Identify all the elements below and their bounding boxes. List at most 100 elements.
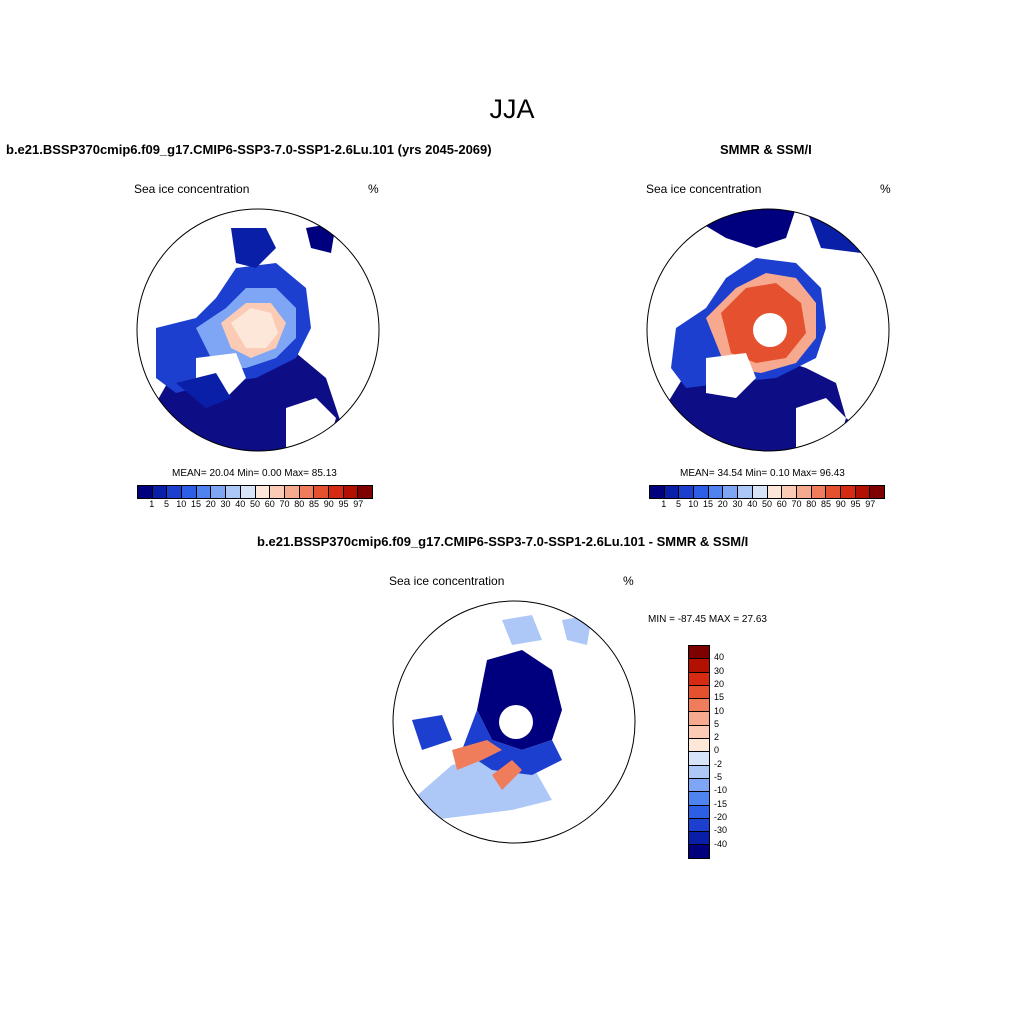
diff-colorbar-swatch-0 bbox=[689, 844, 709, 858]
obs-colorbar-tick-label: 90 bbox=[835, 499, 846, 509]
diff-colorbar-tick-label: 30 bbox=[714, 665, 725, 676]
diff-colorbar-tick-label: 2 bbox=[714, 732, 720, 743]
diff-colorbar-swatch-8 bbox=[689, 738, 709, 752]
model-colorbar-tick-label: 60 bbox=[264, 499, 275, 509]
model-colorbar-tick-label: 80 bbox=[294, 499, 305, 509]
model-polar-map bbox=[136, 208, 380, 452]
model-colorbar bbox=[137, 485, 373, 499]
diff-panel-title: b.e21.BSSP370cmip6.f09_g17.CMIP6-SSP3-7.… bbox=[257, 534, 749, 549]
model-colorbar-tick-label: 50 bbox=[249, 499, 261, 509]
model-colorbar-tick-label: 5 bbox=[163, 499, 170, 509]
obs-colorbar-swatch-8 bbox=[767, 486, 783, 498]
diff-variable-label: Sea ice concentration bbox=[389, 574, 505, 588]
diff-colorbar-tick-label: 20 bbox=[714, 678, 725, 689]
obs-units-label: % bbox=[880, 182, 891, 196]
diff-colorbar-swatch-15 bbox=[689, 646, 709, 659]
obs-colorbar-swatch-1 bbox=[664, 486, 680, 498]
obs-colorbar-swatch-3 bbox=[694, 486, 709, 498]
diff-colorbar-tick-label: 10 bbox=[714, 705, 725, 716]
diff-colorbar-tick-label: 15 bbox=[714, 692, 725, 703]
diff-colorbar-tick-label: 40 bbox=[714, 652, 725, 663]
model-colorbar-swatch-5 bbox=[211, 486, 227, 498]
model-colorbar-swatch-3 bbox=[182, 486, 197, 498]
model-colorbar-swatch-9 bbox=[270, 486, 285, 498]
diff-colorbar-tick-label: 5 bbox=[714, 718, 720, 729]
model-colorbar-tick-label: 15 bbox=[190, 499, 202, 509]
obs-colorbar-swatch-6 bbox=[738, 486, 753, 498]
obs-colorbar-swatch-13 bbox=[840, 486, 856, 498]
obs-colorbar-swatch-5 bbox=[723, 486, 739, 498]
diff-stats: MIN = -87.45 MAX = 27.63 bbox=[648, 614, 767, 625]
obs-colorbar-tick-label: 5 bbox=[675, 499, 682, 509]
diff-colorbar-tick-label: -30 bbox=[714, 825, 728, 836]
diff-colorbar-tick-label: -2 bbox=[714, 758, 723, 769]
obs-colorbar bbox=[649, 485, 885, 499]
obs-colorbar-tick-label: 97 bbox=[865, 499, 876, 509]
diff-colorbar bbox=[688, 645, 710, 859]
obs-colorbar-swatch-7 bbox=[752, 486, 768, 498]
diff-polar-map bbox=[392, 600, 636, 844]
obs-colorbar-swatch-10 bbox=[796, 486, 812, 498]
model-stats: MEAN= 20.04 Min= 0.00 Max= 85.13 bbox=[172, 468, 337, 479]
obs-colorbar-tick-label: 85 bbox=[820, 499, 832, 509]
model-colorbar-swatch-4 bbox=[196, 486, 212, 498]
diff-colorbar-swatch-1 bbox=[689, 831, 709, 845]
obs-panel-title: SMMR & SSM/I bbox=[720, 142, 812, 157]
obs-colorbar-swatch-9 bbox=[782, 486, 797, 498]
diff-colorbar-tick-label: -20 bbox=[714, 811, 728, 822]
obs-colorbar-swatch-4 bbox=[708, 486, 724, 498]
model-colorbar-swatch-2 bbox=[167, 486, 183, 498]
diff-colorbar-swatch-2 bbox=[689, 817, 709, 832]
model-colorbar-swatch-1 bbox=[152, 486, 168, 498]
model-colorbar-swatch-13 bbox=[328, 486, 344, 498]
diff-colorbar-swatch-14 bbox=[689, 658, 709, 672]
model-colorbar-tick-label: 90 bbox=[323, 499, 334, 509]
obs-colorbar-swatch-12 bbox=[826, 486, 841, 498]
obs-colorbar-swatch-11 bbox=[811, 486, 827, 498]
model-colorbar-tick-label: 40 bbox=[235, 499, 246, 509]
obs-colorbar-swatch-0 bbox=[650, 486, 665, 498]
obs-colorbar-tick-label: 40 bbox=[747, 499, 758, 509]
obs-colorbar-swatch-14 bbox=[855, 486, 871, 498]
model-colorbar-swatch-10 bbox=[284, 486, 300, 498]
diff-colorbar-swatch-6 bbox=[689, 764, 709, 778]
model-colorbar-tick-label: 97 bbox=[353, 499, 364, 509]
model-units-label: % bbox=[368, 182, 379, 196]
obs-colorbar-ticks: 1 5 10 15 20 30 40 50 60 70 80 85 90 95 97 bbox=[649, 499, 885, 511]
obs-colorbar-tick-label: 10 bbox=[688, 499, 699, 509]
diff-colorbar-tick-label: -15 bbox=[714, 798, 728, 809]
obs-colorbar-tick-label: 60 bbox=[776, 499, 787, 509]
diff-colorbar-swatch-3 bbox=[689, 804, 709, 818]
model-colorbar-tick-label: 20 bbox=[205, 499, 216, 509]
diff-colorbar-ticks: 40 30 20 15 10 5 2 0 -2 -5 -10 -15 -20 -30 -40 bbox=[714, 645, 754, 848]
diff-colorbar-swatch-5 bbox=[689, 777, 709, 792]
diff-colorbar-swatch-4 bbox=[689, 791, 709, 805]
model-colorbar-swatch-14 bbox=[343, 486, 359, 498]
diff-colorbar-swatch-7 bbox=[689, 751, 709, 765]
model-colorbar-tick-label: 95 bbox=[338, 499, 349, 509]
obs-colorbar-tick-label: 70 bbox=[791, 499, 802, 509]
model-colorbar-swatch-15 bbox=[358, 486, 372, 498]
diff-colorbar-swatch-11 bbox=[689, 698, 709, 712]
diff-colorbar-tick-label: -40 bbox=[714, 838, 728, 849]
model-panel-title: b.e21.BSSP370cmip6.f09_g17.CMIP6-SSP3-7.… bbox=[6, 142, 492, 157]
model-colorbar-tick-label: 30 bbox=[220, 499, 231, 509]
diff-units-label: % bbox=[623, 574, 634, 588]
model-colorbar-swatch-12 bbox=[314, 486, 329, 498]
obs-colorbar-tick-label: 95 bbox=[850, 499, 861, 509]
model-colorbar-swatch-11 bbox=[299, 486, 315, 498]
diff-colorbar-tick-label: -10 bbox=[714, 785, 728, 796]
obs-variable-label: Sea ice concentration bbox=[646, 182, 762, 196]
model-variable-label: Sea ice concentration bbox=[134, 182, 250, 196]
model-colorbar-tick-label: 70 bbox=[279, 499, 290, 509]
model-colorbar-swatch-7 bbox=[240, 486, 256, 498]
obs-colorbar-tick-label: 80 bbox=[806, 499, 817, 509]
model-colorbar-tick-label: 10 bbox=[176, 499, 187, 509]
diff-colorbar-swatch-9 bbox=[689, 724, 709, 739]
diff-colorbar-tick-label: -5 bbox=[714, 772, 723, 782]
diff-colorbar-swatch-10 bbox=[689, 711, 709, 725]
model-colorbar-ticks: 1 5 10 15 20 30 40 50 60 70 80 85 90 95 97 bbox=[137, 499, 373, 511]
model-colorbar-swatch-8 bbox=[255, 486, 271, 498]
model-colorbar-tick-label: 85 bbox=[308, 499, 320, 509]
obs-colorbar-tick-label: 20 bbox=[717, 499, 728, 509]
